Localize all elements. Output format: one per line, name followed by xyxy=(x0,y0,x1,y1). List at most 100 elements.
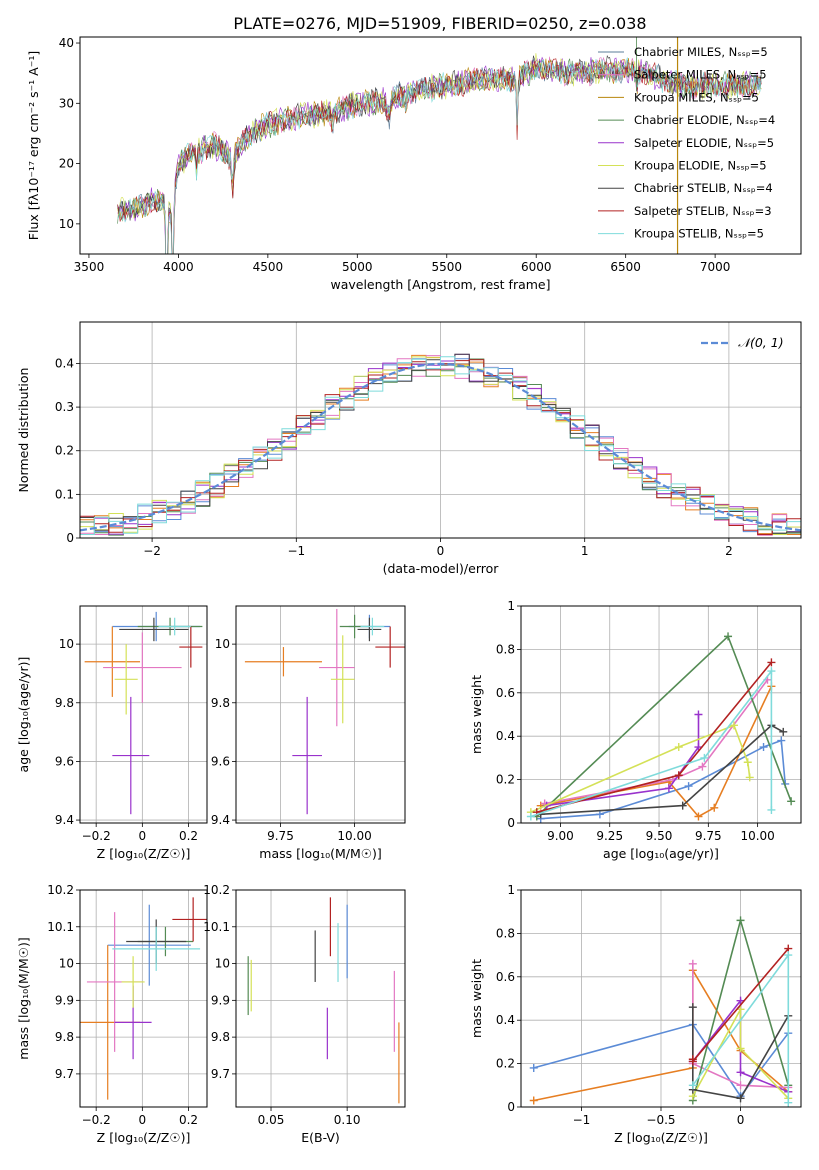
weight-marker xyxy=(688,1003,697,1012)
weight-marker xyxy=(684,782,693,791)
weight-marker xyxy=(736,1081,745,1090)
y-tick-label: 10 xyxy=(59,217,74,231)
weight-marker xyxy=(698,762,707,771)
errorbar-point xyxy=(360,617,385,636)
errorbar-point xyxy=(119,617,189,642)
legend-label: Salpeter ELODIE, Nₛₛₚ=5 xyxy=(634,136,774,150)
weight-marker xyxy=(767,805,776,814)
errorbar-point xyxy=(112,696,150,815)
y-axis-label: age [log₁₀(age/yr)] xyxy=(16,657,31,773)
errorbar-point xyxy=(330,635,355,724)
y-tick-label: 0.6 xyxy=(496,686,515,700)
x-tick-label: 0 xyxy=(139,829,147,843)
x-tick-label: −0.2 xyxy=(82,1113,111,1127)
errorbar-point xyxy=(103,632,182,703)
axes-weights-vs-age: 9.00 9.25 9.50 9.75 10.00 0 0.2 0.4 0.6 0.8 1 age [… xyxy=(469,599,802,861)
plot-area-mass-vs-ebv xyxy=(247,897,400,1104)
y-tick-label: 9.8 xyxy=(55,696,74,710)
weight-marker xyxy=(710,803,719,812)
x-tick-label: −1 xyxy=(287,544,305,558)
weight-line xyxy=(530,668,773,818)
y-tick-label: 0.2 xyxy=(55,444,74,458)
x-tick-label: 1 xyxy=(581,544,589,558)
y-tick-label: 10 xyxy=(215,957,230,971)
x-tick-label: 9.50 xyxy=(646,829,673,843)
axes-mass-vs-z: −0.2 0 0.2 9.7 9.8 9.9 10 10.1 10.2 Z [log₁₀(Z/Z☉… xyxy=(16,883,208,1145)
legend: Chabrier MILES, Nₛₛₚ=5 Salpeter MILES, Nₛ… xyxy=(598,45,775,241)
spectrum-line xyxy=(117,57,762,254)
errorbar-point xyxy=(114,644,138,715)
weight-marker xyxy=(784,951,793,960)
errorbar-point xyxy=(121,956,145,1008)
weight-line xyxy=(540,724,784,816)
x-axis-label: E(B-V) xyxy=(301,1130,340,1145)
axes-frame xyxy=(520,605,802,824)
axes-age-vs-mass: 9.75 10.00 9.4 9.6 9.8 10 mass [log₁₀(M/M☉)] xyxy=(211,605,406,861)
y-tick-label: 9.9 xyxy=(55,993,74,1007)
weight-marker xyxy=(767,667,776,676)
errorbar-point xyxy=(158,617,191,636)
weight-marker xyxy=(745,773,754,782)
y-tick-label: 0.6 xyxy=(496,970,515,984)
y-tick-label: 10.2 xyxy=(47,883,74,897)
y-tick-label: 0.8 xyxy=(496,926,515,940)
x-tick-label: 5000 xyxy=(342,260,373,274)
weight-marker xyxy=(529,1063,538,1072)
y-axis-label: mass weight xyxy=(469,959,484,1038)
y-tick-label: 9.8 xyxy=(211,696,230,710)
weight-marker xyxy=(767,658,776,667)
axes-mass-vs-ebv: 0.05 0.10 9.7 9.8 9.9 10 10.1 10.2 E(B-V) xyxy=(203,883,406,1145)
weight-marker xyxy=(743,758,752,767)
weight-marker xyxy=(688,1081,697,1090)
weight-marker xyxy=(688,1057,697,1066)
axes-frame xyxy=(79,889,208,1108)
legend-label: Salpeter MILES, Nₛₛₚ=5 xyxy=(634,68,767,82)
weight-marker xyxy=(724,632,733,641)
x-tick-label: 0.2 xyxy=(179,1113,198,1127)
weight-marker xyxy=(674,743,683,752)
x-tick-label: 9.25 xyxy=(596,829,623,843)
x-tick-label: 6500 xyxy=(610,260,641,274)
x-tick-label: −1 xyxy=(573,1113,591,1127)
y-tick-label: 1 xyxy=(507,883,515,897)
y-tick-label: 0.3 xyxy=(55,400,74,414)
plot-area-weights-vs-z xyxy=(529,916,793,1107)
y-tick-label: 10.1 xyxy=(203,920,230,934)
legend-label: Chabrier MILES, Nₛₛₚ=5 xyxy=(634,45,768,59)
weight-line xyxy=(544,679,769,805)
errorbar-point xyxy=(375,626,405,668)
weight-line xyxy=(533,1023,789,1098)
x-tick-label: 4000 xyxy=(163,260,194,274)
x-axis-label: Z [log₁₀(Z/Z☉)] xyxy=(614,1130,708,1145)
x-axis-label: (data-model)/error xyxy=(383,561,500,576)
weight-line xyxy=(692,1007,789,1100)
spectrum-line xyxy=(117,56,762,254)
legend-label: Salpeter STELIB, Nₛₛₚ=3 xyxy=(634,204,772,218)
legend-label: Kroupa STELIB, Nₛₛₚ=5 xyxy=(634,227,764,241)
x-axis-label: mass [log₁₀(M/M☉)] xyxy=(259,846,381,861)
x-tick-label: 0.2 xyxy=(179,829,198,843)
plot-area-age-vs-mass xyxy=(244,608,405,815)
legend-label: Chabrier ELODIE, Nₛₛₚ=4 xyxy=(634,113,775,127)
x-tick-label: −2 xyxy=(143,544,161,558)
axes-frame xyxy=(235,889,406,1108)
y-tick-label: 9.7 xyxy=(211,1067,230,1081)
y-tick-label: 0.4 xyxy=(496,729,515,743)
weight-marker xyxy=(736,1068,745,1077)
histogram-step xyxy=(80,356,801,538)
x-tick-label: 0.10 xyxy=(334,1113,361,1127)
y-tick-label: 0.8 xyxy=(496,642,515,656)
legend-label: Chabrier STELIB, Nₛₛₚ=4 xyxy=(634,181,773,195)
weight-marker xyxy=(736,916,745,925)
weight-marker xyxy=(784,1098,793,1107)
y-axis-label: Normed distribution xyxy=(16,368,31,493)
x-tick-label: 5500 xyxy=(431,260,462,274)
y-tick-label: 20 xyxy=(59,157,74,171)
weight-marker xyxy=(779,727,788,736)
errorbar-point xyxy=(112,926,201,971)
y-tick-label: 0.2 xyxy=(496,773,515,787)
x-axis-label: wavelength [Angstrom, rest frame] xyxy=(330,277,550,292)
legend-label: Kroupa ELODIE, Nₛₛₚ=5 xyxy=(634,159,767,173)
y-axis-label: mass weight xyxy=(469,675,484,754)
plot-area-mass-vs-z xyxy=(80,897,207,1100)
